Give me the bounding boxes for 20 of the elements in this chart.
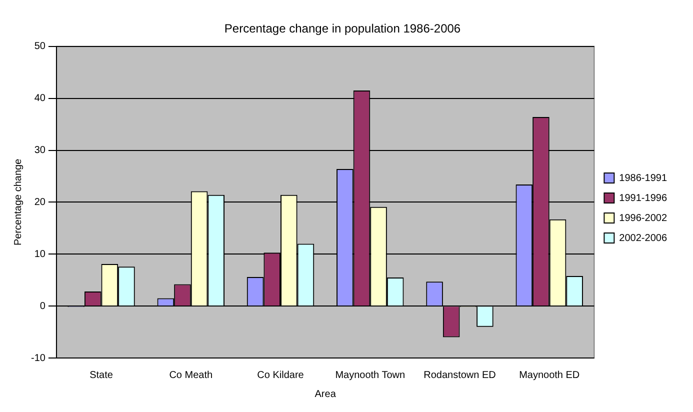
x-tick-label: Maynooth Town [335, 370, 406, 381]
legend-label: 1991-1996 [619, 192, 668, 204]
y-tick-label: 40 [34, 93, 46, 104]
x-axis-title: Area [314, 388, 336, 400]
legend-label: 1996-2002 [619, 212, 668, 224]
y-tick-label: 0 [40, 300, 46, 312]
x-tick-label: Co Meath [169, 370, 213, 381]
chart-title: Percentage change in population 1986-2006 [224, 22, 461, 36]
y-tick-label: -10 [31, 352, 46, 364]
legend-label: 1986-1991 [619, 172, 668, 184]
y-axis-title: Percentage change [12, 158, 24, 246]
y-tick-label: 50 [34, 41, 46, 52]
x-tick-label: Maynooth ED [519, 370, 580, 381]
x-tick-label: Rodanstown ED [424, 370, 496, 381]
x-tick-label: State [90, 370, 114, 381]
y-tick-label: 30 [34, 145, 46, 156]
x-tick-label: Co Kildare [257, 370, 304, 381]
y-tick-label: 10 [34, 248, 46, 260]
y-tick-label: 20 [34, 196, 46, 208]
legend-label: 2002-2006 [619, 232, 668, 244]
